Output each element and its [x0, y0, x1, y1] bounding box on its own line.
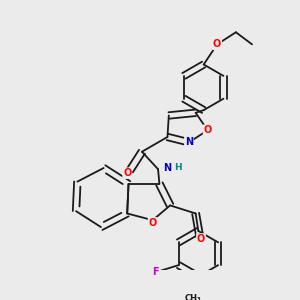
Text: O: O	[213, 39, 221, 49]
Text: N: N	[185, 137, 193, 147]
Text: N: N	[164, 163, 172, 173]
Text: O: O	[197, 234, 205, 244]
Text: CH₃: CH₃	[184, 293, 201, 300]
Text: F: F	[152, 267, 159, 277]
Text: O: O	[148, 218, 157, 228]
Text: O: O	[204, 125, 212, 135]
Text: O: O	[123, 168, 131, 178]
Text: H: H	[174, 163, 182, 172]
